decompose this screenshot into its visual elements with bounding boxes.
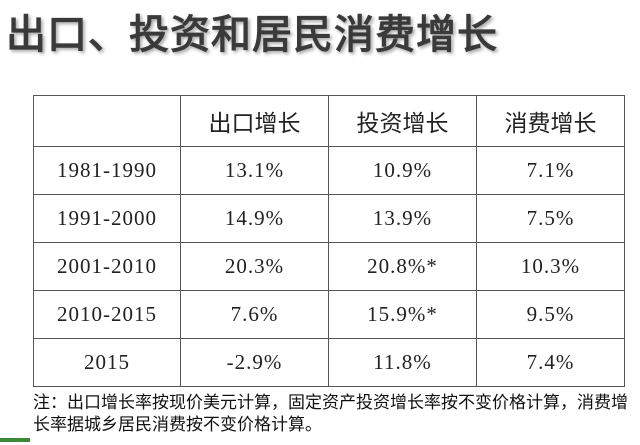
title: 出口、投资和居民消费增长 — [6, 12, 498, 58]
table-row: 2010-2015 7.6% 15.9%* 9.5% — [33, 290, 625, 339]
table-cell: 20.8%* — [328, 242, 477, 291]
table-cell: 7.4% — [476, 338, 625, 387]
header-row: 出口增长 投资增长 消费增长 — [33, 95, 625, 147]
table-cell: 2015 — [33, 338, 181, 387]
table-cell: 1991-2000 — [33, 194, 181, 243]
table-cell: 2010-2015 — [33, 290, 181, 339]
header-cell: 投资增长 — [328, 95, 477, 147]
table-cell: 11.8% — [328, 338, 477, 387]
table-cell: 10.9% — [328, 146, 477, 195]
table-cell: 20.3% — [180, 242, 329, 291]
table-cell: 13.1% — [180, 146, 329, 195]
header-cell: 出口增长 — [180, 95, 329, 147]
table-row: 1991-2000 14.9% 13.9% 7.5% — [33, 194, 625, 243]
table-cell: 14.9% — [180, 194, 329, 243]
table-cell: 15.9%* — [328, 290, 477, 339]
table-row: 1981-1990 13.1% 10.9% 7.1% — [33, 146, 625, 195]
table-row: 2015 -2.9% 11.8% 7.4% — [33, 338, 625, 387]
table-row: 2001-2010 20.3% 20.8%* 10.3% — [33, 242, 625, 291]
table-cell: 9.5% — [476, 290, 625, 339]
table-cell: 1981-1990 — [33, 146, 181, 195]
data-table: 出口增长 投资增长 消费增长 1981-1990 13.1% 10.9% 7.1% 1991-… — [33, 95, 625, 387]
table-cell: 7.1% — [476, 146, 625, 195]
table-cell: 7.5% — [476, 194, 625, 243]
decoration-bar — [0, 438, 30, 442]
header-cell: 消费增长 — [476, 95, 625, 147]
table-cell: 10.3% — [476, 242, 625, 291]
table-cell: 2001-2010 — [33, 242, 181, 291]
footnote: 注：出口增长率按现价美元计算，固定资产投资增长率按不变价格计算，消费增长率据城乡… — [33, 393, 628, 435]
table-cell: -2.9% — [180, 338, 329, 387]
table-cell: 13.9% — [328, 194, 477, 243]
header-cell — [33, 95, 181, 147]
table-cell: 7.6% — [180, 290, 329, 339]
